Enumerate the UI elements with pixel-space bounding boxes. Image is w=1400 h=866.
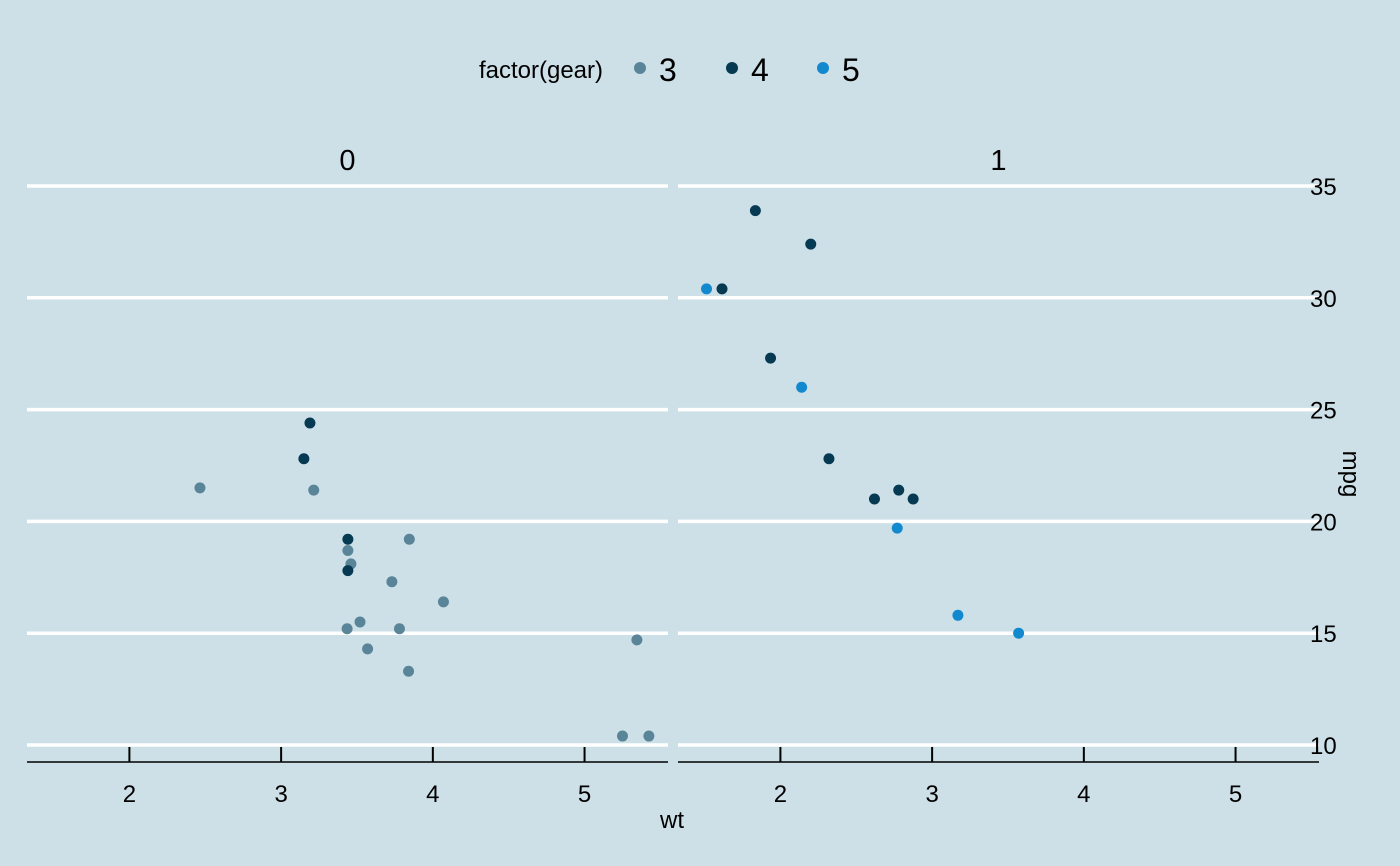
- x-tick-label-4: 4: [426, 781, 439, 808]
- legend-key-3: [634, 62, 646, 74]
- x-tick-label-2: 2: [774, 781, 787, 808]
- y-tick-label-10: 10: [1310, 733, 1337, 760]
- y-tick-label-25: 25: [1310, 398, 1337, 425]
- data-point: [823, 453, 835, 465]
- data-point: [403, 665, 415, 677]
- x-tick-label-4: 4: [1077, 781, 1090, 808]
- legend-label-5: 5: [842, 52, 860, 88]
- data-point: [304, 417, 316, 429]
- legend-label-4: 4: [751, 52, 769, 88]
- data-point: [907, 493, 919, 505]
- legend-key-4: [726, 62, 738, 74]
- legend-title: factor(gear): [479, 57, 603, 84]
- x-tick-label-5: 5: [578, 781, 591, 808]
- x-tick-label-3: 3: [925, 781, 938, 808]
- data-point: [341, 623, 353, 635]
- y-tick-label-20: 20: [1310, 509, 1337, 536]
- x-tick-label-2: 2: [123, 781, 136, 808]
- data-point: [194, 482, 206, 494]
- x-axis: wt 2 3 4 5 2 3 4 5: [27, 747, 1319, 834]
- data-point: [308, 484, 320, 496]
- facet-strip-label-0: 0: [339, 145, 355, 177]
- data-point: [298, 453, 310, 465]
- data-point: [362, 643, 374, 655]
- y-axis: mpg 10 15 20 25 30 35: [1310, 174, 1364, 760]
- x-tick-label-5: 5: [1229, 781, 1242, 808]
- legend-key-5: [817, 62, 829, 74]
- y-tick-label-15: 15: [1310, 621, 1337, 648]
- data-point: [643, 730, 655, 742]
- data-point: [893, 484, 905, 496]
- data-point: [393, 623, 405, 635]
- facet-panel-1: 1: [678, 145, 1319, 747]
- data-point: [342, 533, 354, 545]
- legend: factor(gear) 3 4 5: [479, 52, 860, 88]
- facet-strip-label-1: 1: [990, 145, 1006, 177]
- data-point: [701, 283, 713, 295]
- data-point: [386, 576, 398, 588]
- data-point: [354, 616, 366, 628]
- data-point: [631, 634, 643, 646]
- legend-label-3: 3: [659, 52, 677, 88]
- y-tick-label-35: 35: [1310, 174, 1337, 201]
- data-point: [891, 522, 903, 534]
- x-axis-title: wt: [659, 807, 684, 834]
- data-point: [437, 596, 449, 608]
- data-point: [765, 352, 777, 364]
- x-tick-label-3: 3: [274, 781, 287, 808]
- data-point: [749, 205, 761, 217]
- y-axis-title: mpg: [1337, 451, 1364, 498]
- facet-panel-0: 0: [27, 145, 668, 747]
- data-point: [868, 493, 880, 505]
- data-point: [952, 609, 964, 621]
- data-point: [716, 283, 728, 295]
- y-tick-label-30: 30: [1310, 286, 1337, 313]
- data-point: [342, 565, 354, 577]
- data-point: [616, 730, 628, 742]
- data-point: [805, 238, 817, 250]
- data-point: [403, 533, 415, 545]
- data-point: [1013, 627, 1025, 639]
- data-point: [796, 381, 808, 393]
- data-point: [342, 544, 354, 556]
